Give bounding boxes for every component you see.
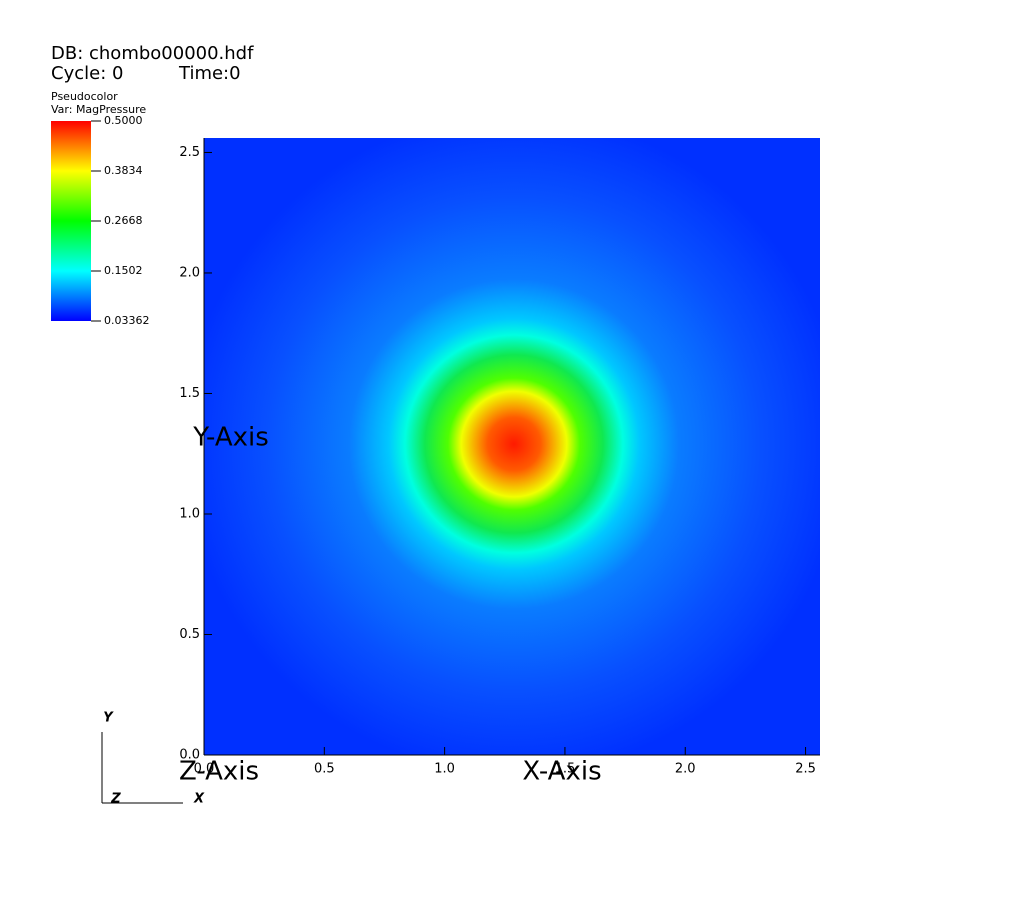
x-tick-label: 2.5 xyxy=(795,762,816,777)
x-tick-label: 0.0 xyxy=(194,762,215,777)
colorbar-tick-label: 0.5000 xyxy=(104,114,143,127)
y-tick-label: 0.5 xyxy=(179,627,200,642)
x-tick-label: 1.5 xyxy=(555,762,576,777)
colorbar xyxy=(51,121,91,321)
y-tick-label: 1.0 xyxy=(179,506,200,521)
colorbar-tick-label: 0.3834 xyxy=(104,164,143,177)
x-tick-label: 1.0 xyxy=(434,762,455,777)
colorbar-tick-label: 0.2668 xyxy=(104,214,143,227)
z-axis-title: Z-Axis xyxy=(179,757,259,787)
legend-title: Pseudocolor xyxy=(51,90,118,103)
y-tick-label: 2.5 xyxy=(179,145,200,160)
x-tick-label: 0.5 xyxy=(314,762,335,777)
y-axis-title: Y-Axis xyxy=(192,423,269,453)
time-label: Time:0 xyxy=(178,63,241,84)
y-tick-label: 2.0 xyxy=(179,265,200,280)
variable-label: Var: MagPressure xyxy=(51,103,146,116)
cycle-label: Cycle: 0 xyxy=(51,63,123,84)
triad-label: Y xyxy=(103,711,114,726)
colorbar-tick-label: 0.1502 xyxy=(104,264,143,277)
y-tick-label: 1.5 xyxy=(179,386,200,401)
triad-label: Z xyxy=(110,792,121,807)
plot-field xyxy=(204,138,820,755)
colorbar-tick-label: 0.03362 xyxy=(104,314,150,327)
db-label: DB: chombo00000.hdf xyxy=(51,43,254,64)
x-axis-title: X-Axis xyxy=(522,757,601,787)
y-tick-label: 0.0 xyxy=(179,748,200,763)
x-tick-label: 2.0 xyxy=(675,762,696,777)
triad-label: X xyxy=(193,792,205,807)
